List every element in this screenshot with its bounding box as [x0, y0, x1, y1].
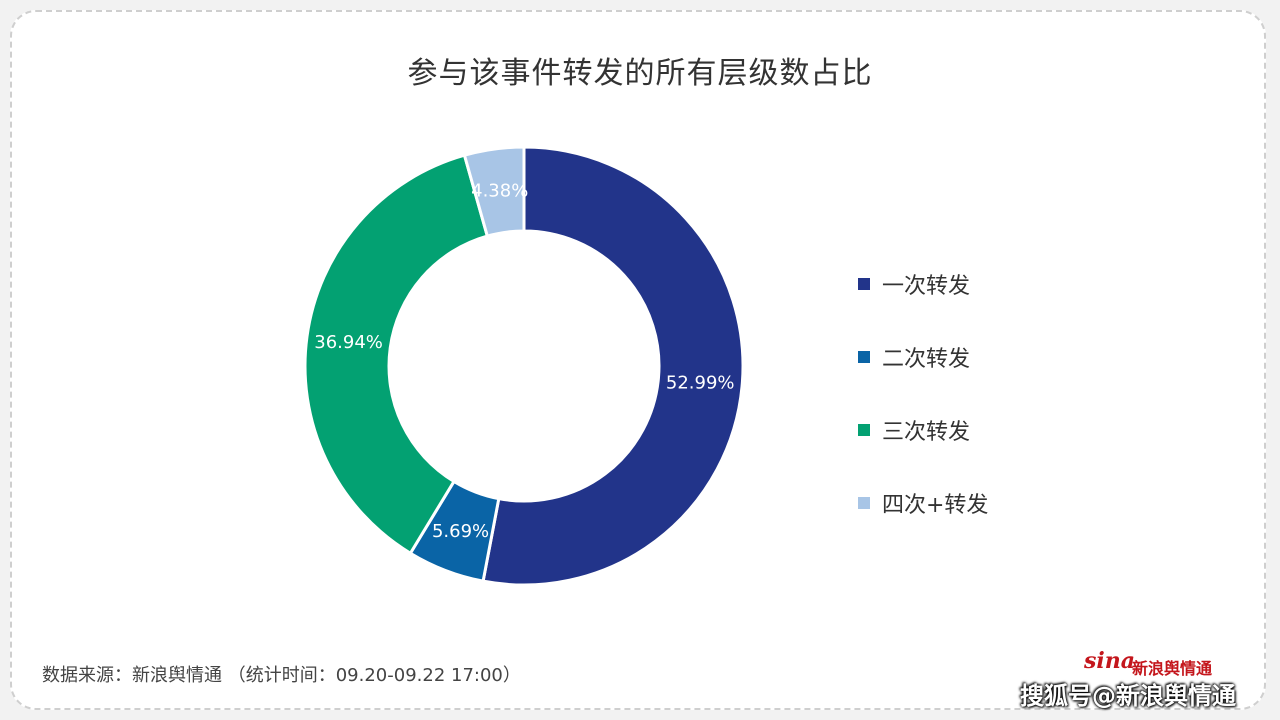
chart-card — [10, 10, 1266, 710]
sina-logo-text: 新浪舆情通 — [1132, 659, 1213, 678]
legend-label-4: 四次+转发 — [882, 493, 989, 518]
legend-label-3: 三次转发 — [882, 420, 971, 445]
legend-item-2: 二次转发 — [858, 339, 988, 375]
donut-slice-3 — [303, 153, 490, 556]
watermark-text: 搜狐号@新浪舆情通 — [1020, 682, 1236, 710]
legend-swatch-4 — [858, 497, 870, 509]
donut-slice-1 — [481, 145, 745, 587]
legend-swatch-3 — [858, 424, 870, 436]
slice-label-2: 5.69% — [432, 521, 489, 542]
legend: 一次转发 二次转发 三次转发 四次+转发 — [858, 266, 988, 558]
slice-label-1: 52.99% — [666, 373, 735, 394]
data-source-note: 数据来源：新浪舆情通 （统计时间：09.20-09.22 17:00） — [42, 665, 521, 686]
slice-label-4: 4.38% — [471, 181, 528, 202]
legend-item-3: 三次转发 — [858, 412, 988, 448]
legend-swatch-2 — [858, 351, 870, 363]
legend-swatch-1 — [858, 278, 870, 290]
sina-logo: sina — [1084, 648, 1135, 674]
donut-slice-4 — [462, 145, 526, 238]
slice-label-3: 36.94% — [314, 332, 383, 353]
legend-item-1: 一次转发 — [858, 266, 988, 302]
chart-title: 参与该事件转发的所有层级数占比 — [407, 56, 873, 91]
legend-label-1: 一次转发 — [882, 274, 971, 299]
legend-item-4: 四次+转发 — [858, 485, 988, 521]
legend-label-2: 二次转发 — [882, 347, 971, 372]
